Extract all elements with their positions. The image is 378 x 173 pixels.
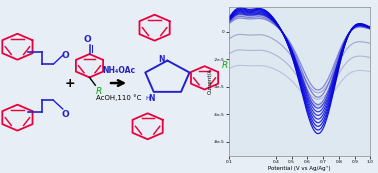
Text: R: R <box>222 61 228 70</box>
Text: O: O <box>83 35 91 44</box>
Text: H: H <box>146 96 150 101</box>
Text: N: N <box>158 55 165 64</box>
Text: O: O <box>62 110 69 119</box>
X-axis label: Potential (V vs Ag/Ag⁺): Potential (V vs Ag/Ag⁺) <box>268 166 331 171</box>
Y-axis label: Current/A: Current/A <box>208 68 212 94</box>
Text: NH₄OAc: NH₄OAc <box>102 66 135 75</box>
Text: N: N <box>148 94 155 103</box>
Text: O: O <box>62 51 69 60</box>
Text: R: R <box>96 87 102 96</box>
Text: +: + <box>64 76 75 90</box>
Text: AcOH,110 °C: AcOH,110 °C <box>96 94 141 101</box>
